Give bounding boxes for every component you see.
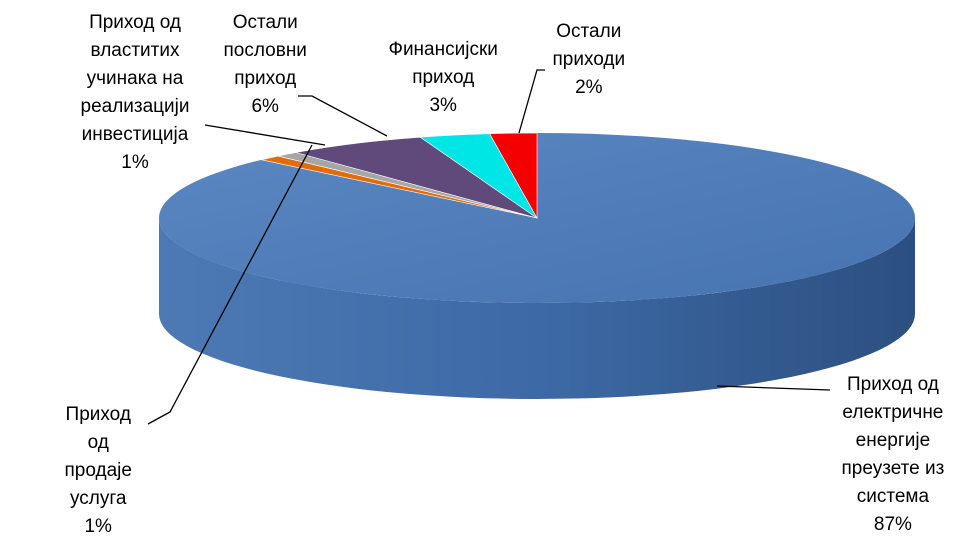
pie-side-wall [159, 218, 915, 399]
data-label-line: Приход [65, 404, 131, 425]
data-label-percent: 1% [121, 152, 149, 173]
pie-sides [159, 218, 915, 399]
data-label-line: приход [234, 68, 297, 89]
data-label-percent: 3% [429, 95, 457, 116]
data-label-percent: 1% [84, 516, 112, 537]
data-label-line: Финансијски [388, 39, 498, 60]
data-label-line: од [87, 432, 109, 453]
leader-line-other [518, 69, 545, 134]
data-label-line: енергије [855, 430, 931, 451]
data-label-other: Остали приходи 2% [553, 18, 626, 102]
data-label-line: приход [412, 67, 475, 88]
data-label-percent: 2% [575, 77, 603, 98]
data-label-line: реализацији [80, 96, 190, 117]
leader-line-other-operating [298, 95, 388, 137]
data-label-line: Приход од [89, 12, 181, 33]
data-label-percent: 87% [873, 514, 912, 535]
data-label-line: пословни [223, 40, 307, 61]
data-label-line: продаје [64, 460, 132, 481]
data-label-line: инвестиција [81, 124, 189, 145]
pie-slices [158, 132, 915, 303]
data-label-financial: Финансијски приход 3% [389, 36, 498, 120]
data-label-line: приходи [552, 49, 626, 70]
pie-slice-other-operating [295, 136, 538, 219]
data-label-line: Остали [556, 21, 622, 42]
data-label-line: Приход од [846, 374, 939, 395]
data-label-line: система [856, 486, 930, 507]
data-label-services: Приход од продаје услуга 1% [65, 401, 132, 541]
pie-slice-other [489, 132, 538, 220]
data-label-other-operating: Остали пословни приход 6% [224, 9, 307, 121]
data-label-line: властитих [90, 40, 180, 61]
leader-line-electricity [716, 385, 831, 391]
leader-lines [147, 69, 831, 425]
data-label-line: Остали [232, 12, 298, 33]
data-label-percent: 6% [251, 96, 279, 117]
data-label-line: услуга [70, 488, 127, 509]
leader-line-services [147, 144, 313, 425]
data-label-line: учинака на [86, 68, 184, 89]
data-label-line: електричне [842, 402, 944, 423]
data-label-line: преузете из [841, 458, 945, 479]
data-label-investments: Приход од властитих учинака на реализацији и… [81, 9, 190, 177]
leader-line-investments [204, 124, 326, 146]
data-label-electricity: Приход од електричне енергије преузете из си… [842, 371, 945, 539]
